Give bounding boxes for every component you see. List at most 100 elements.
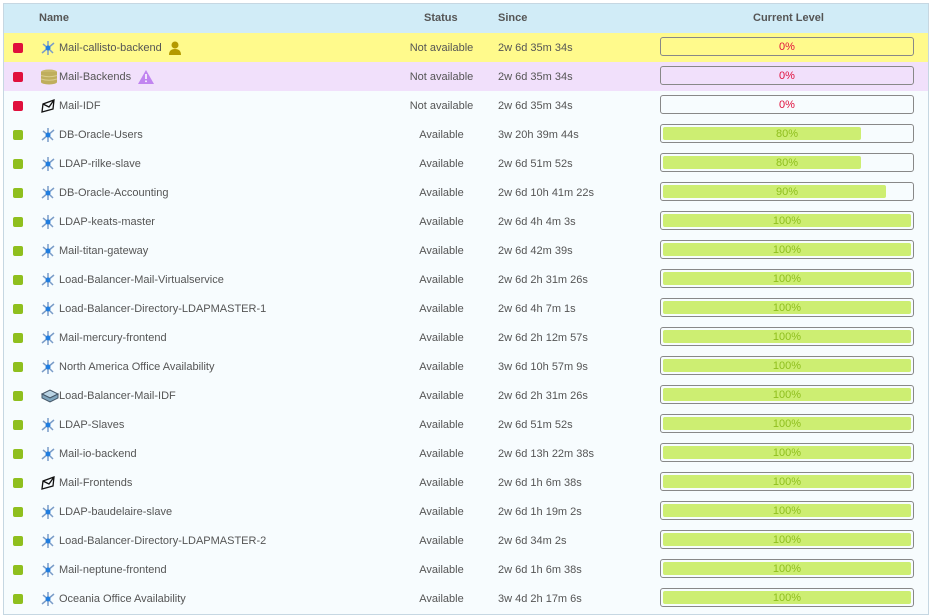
service-name[interactable]: Mail-IDF: [59, 100, 101, 112]
service-icon: [40, 156, 56, 172]
service-name-cell[interactable]: Mail-Backends: [40, 69, 155, 85]
service-name-cell[interactable]: Mail-callisto-backend: [40, 40, 181, 56]
table-row[interactable]: DB-Oracle-Accounting Available 2w 6d 10h…: [4, 178, 928, 207]
service-name-cell[interactable]: LDAP-rilke-slave: [40, 156, 141, 172]
table-row[interactable]: LDAP-baudelaire-slave Available 2w 6d 1h…: [4, 497, 928, 526]
table-row[interactable]: LDAP-rilke-slave Available 2w 6d 51m 52s…: [4, 149, 928, 178]
service-name[interactable]: Mail-io-backend: [59, 448, 137, 460]
header-since[interactable]: Since: [498, 12, 528, 24]
service-name[interactable]: Load-Balancer-Mail-Virtualservice: [59, 274, 224, 286]
service-name[interactable]: Load-Balancer-Directory-LDAPMASTER-2: [59, 535, 267, 547]
service-name-cell[interactable]: Load-Balancer-Directory-LDAPMASTER-1: [40, 301, 266, 317]
service-name-cell[interactable]: LDAP-baudelaire-slave: [40, 504, 172, 520]
table-row[interactable]: Mail-IDF Not available 2w 6d 35m 34s 0%: [4, 91, 928, 120]
service-name-cell[interactable]: North America Office Availability: [40, 359, 215, 375]
table-row[interactable]: LDAP-Slaves Available 2w 6d 51m 52s 100%: [4, 410, 928, 439]
service-name-cell[interactable]: Mail-Frontends: [40, 475, 132, 491]
level-percent: 0%: [779, 41, 795, 53]
status-text: Available: [419, 506, 464, 518]
status-indicator: [13, 536, 23, 546]
level-percent: 100%: [772, 331, 802, 343]
envelope-icon: [40, 475, 56, 491]
since-text: 2w 6d 34m 2s: [498, 535, 567, 547]
envelope-icon: [40, 98, 56, 114]
service-name-cell[interactable]: DB-Oracle-Accounting: [40, 185, 168, 201]
service-name[interactable]: DB-Oracle-Users: [59, 129, 143, 141]
service-name[interactable]: LDAP-Slaves: [59, 419, 125, 431]
device-icon: [40, 388, 60, 404]
service-name[interactable]: Mail-titan-gateway: [59, 245, 149, 257]
table-row[interactable]: Load-Balancer-Mail-IDF Available 2w 6d 2…: [4, 381, 928, 410]
service-name[interactable]: LDAP-rilke-slave: [59, 158, 141, 170]
service-name-cell[interactable]: Oceania Office Availability: [40, 591, 186, 607]
level-bar: 100%: [660, 327, 914, 346]
table-row[interactable]: Mail-Frontends Available 2w 6d 1h 6m 38s…: [4, 468, 928, 497]
header-current-level[interactable]: Current Level: [753, 12, 824, 24]
level-bar-fill: [663, 533, 911, 546]
level-bar: 100%: [660, 356, 914, 375]
status-indicator: [13, 304, 23, 314]
status-text: Available: [419, 158, 464, 170]
service-name-cell[interactable]: Load-Balancer-Directory-LDAPMASTER-2: [40, 533, 266, 549]
table-row[interactable]: Mail-mercury-frontend Available 2w 6d 2h…: [4, 323, 928, 352]
table-row[interactable]: Load-Balancer-Directory-LDAPMASTER-2 Ava…: [4, 526, 928, 555]
table-row[interactable]: LDAP-keats-master Available 2w 6d 4h 4m …: [4, 207, 928, 236]
service-name-cell[interactable]: LDAP-Slaves: [40, 417, 124, 433]
level-bar: 0%: [660, 66, 914, 85]
status-text: Available: [419, 216, 464, 228]
service-name[interactable]: Load-Balancer-Mail-IDF: [59, 390, 176, 402]
service-name-cell[interactable]: Mail-IDF: [40, 98, 101, 114]
table-row[interactable]: Load-Balancer-Mail-Virtualservice Availa…: [4, 265, 928, 294]
level-bar: 100%: [660, 588, 914, 607]
service-name[interactable]: Mail-callisto-backend: [59, 42, 162, 54]
service-name[interactable]: Oceania Office Availability: [59, 593, 186, 605]
status-text: Available: [419, 274, 464, 286]
warning-icon: [138, 70, 155, 84]
status-text: Available: [419, 303, 464, 315]
table-row[interactable]: Load-Balancer-Directory-LDAPMASTER-1 Ava…: [4, 294, 928, 323]
service-name[interactable]: LDAP-keats-master: [59, 216, 155, 228]
since-text: 2w 6d 2h 12m 57s: [498, 332, 588, 344]
level-percent: 100%: [772, 389, 802, 401]
service-name[interactable]: LDAP-baudelaire-slave: [59, 506, 173, 518]
table-row[interactable]: Oceania Office Availability Available 3w…: [4, 584, 928, 613]
table-row[interactable]: Mail-Backends Not available 2w 6d 35m 34…: [4, 62, 928, 91]
since-text: 3w 4d 2h 17m 6s: [498, 593, 582, 605]
service-name-cell[interactable]: Mail-io-backend: [40, 446, 137, 462]
level-bar: 100%: [660, 414, 914, 433]
table-row[interactable]: Mail-titan-gateway Available 2w 6d 42m 3…: [4, 236, 928, 265]
header-name[interactable]: Name: [39, 12, 69, 24]
since-text: 2w 6d 35m 34s: [498, 71, 573, 83]
level-bar: 100%: [660, 385, 914, 404]
service-name[interactable]: Mail-mercury-frontend: [59, 332, 167, 344]
service-name[interactable]: Mail-Frontends: [59, 477, 133, 489]
table-header: Name Status Since Current Level: [4, 4, 928, 33]
table-row[interactable]: North America Office Availability Availa…: [4, 352, 928, 381]
header-status[interactable]: Status: [424, 12, 458, 24]
service-name-cell[interactable]: Load-Balancer-Mail-Virtualservice: [40, 272, 224, 288]
service-name[interactable]: Mail-Backends: [59, 71, 132, 83]
since-text: 2w 6d 1h 6m 38s: [498, 477, 582, 489]
status-indicator: [13, 43, 23, 53]
since-text: 2w 6d 51m 52s: [498, 419, 573, 431]
service-name-cell[interactable]: Mail-mercury-frontend: [40, 330, 167, 346]
service-name-cell[interactable]: Mail-neptune-frontend: [40, 562, 167, 578]
service-name[interactable]: North America Office Availability: [59, 361, 215, 373]
level-bar: 0%: [660, 37, 914, 56]
service-name-cell[interactable]: Load-Balancer-Mail-IDF: [40, 388, 176, 404]
table-row[interactable]: Mail-io-backend Available 2w 6d 13h 22m …: [4, 439, 928, 468]
service-name[interactable]: Load-Balancer-Directory-LDAPMASTER-1: [59, 303, 267, 315]
table-row[interactable]: Mail-neptune-frontend Available 2w 6d 1h…: [4, 555, 928, 584]
level-bar-fill: [663, 446, 911, 459]
service-name-cell[interactable]: DB-Oracle-Users: [40, 127, 143, 143]
status-text: Available: [419, 245, 464, 257]
service-icon: [40, 446, 56, 462]
service-name[interactable]: DB-Oracle-Accounting: [59, 187, 169, 199]
service-name-cell[interactable]: LDAP-keats-master: [40, 214, 155, 230]
service-name[interactable]: Mail-neptune-frontend: [59, 564, 167, 576]
table-row[interactable]: DB-Oracle-Users Available 3w 20h 39m 44s…: [4, 120, 928, 149]
table-row[interactable]: Mail-callisto-backend Not available 2w 6…: [4, 33, 928, 62]
service-name-cell[interactable]: Mail-titan-gateway: [40, 243, 148, 259]
service-icon: [40, 330, 56, 346]
status-indicator: [13, 188, 23, 198]
